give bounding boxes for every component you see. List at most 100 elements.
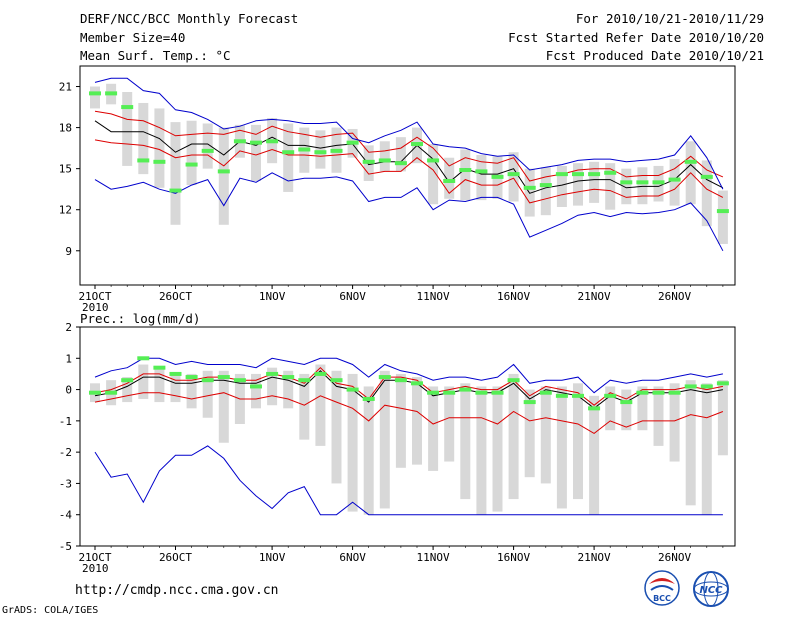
observed-marker <box>475 169 488 174</box>
spread-box <box>460 149 471 201</box>
series-line-ensemble-mean <box>94 370 723 409</box>
forecast-produced-date: Fcst Produced Date 2010/10/21 <box>545 48 764 63</box>
observed-marker <box>572 393 584 398</box>
spread-box <box>154 108 165 188</box>
observed-marker <box>346 387 359 392</box>
spread-box <box>90 86 100 109</box>
spread-box <box>202 370 213 418</box>
observed-marker <box>362 159 375 164</box>
source-url[interactable]: http://cmdp.ncc.cma.gov.cn <box>75 583 279 598</box>
observed-marker <box>555 172 568 177</box>
observed-marker <box>153 159 166 164</box>
spread-box <box>251 124 261 181</box>
observed-marker <box>523 185 536 190</box>
spread-box <box>186 120 197 186</box>
observed-marker <box>217 169 230 174</box>
spread-box <box>379 141 390 172</box>
observed-marker <box>491 390 504 395</box>
spread-box <box>524 389 535 478</box>
observed-marker <box>266 371 279 376</box>
spread-box <box>573 163 583 206</box>
variable-label: Mean Surf. Temp.: °C <box>80 48 231 63</box>
spread-box <box>122 377 133 403</box>
series-line-max <box>94 357 723 394</box>
grads-credit: GrADS: COLA/IGES <box>2 605 99 616</box>
spread-box <box>605 386 616 431</box>
observed-marker <box>201 378 214 383</box>
plot-frame <box>79 326 736 547</box>
series-line-max <box>94 77 724 190</box>
series-line-upper-range <box>94 367 723 406</box>
series-line-lower-range <box>94 392 724 435</box>
observed-marker <box>588 406 601 411</box>
ncc-logo: NCC <box>690 570 732 608</box>
spread-box <box>653 386 664 446</box>
observed-marker <box>298 147 311 152</box>
observed-marker <box>523 400 536 405</box>
observed-marker <box>394 161 407 166</box>
observed-marker <box>604 170 617 175</box>
x-tick-label: 11NOV <box>417 290 450 303</box>
observed-marker <box>250 384 262 389</box>
y-tick-label: 1 <box>65 352 72 365</box>
year-label: 2010 <box>82 301 109 314</box>
observed-marker <box>636 180 649 185</box>
observed-marker <box>282 375 295 380</box>
spread-box <box>669 159 680 206</box>
observed-marker <box>652 390 665 395</box>
spread-box <box>154 367 165 403</box>
svg-text:BCC: BCC <box>653 594 671 603</box>
chart-panel-1: 9 12 15 18 21 21OCT 26OCT 1NOV 6NOV 11NOV 16NOV 21N… <box>59 65 736 314</box>
spread-box <box>428 386 439 471</box>
y-tick-label: 0 <box>65 384 72 397</box>
observed-marker <box>346 140 359 145</box>
observed-marker <box>185 375 198 380</box>
series-line-min <box>94 172 724 252</box>
x-tick-label: 26NOV <box>658 290 691 303</box>
svg-text:NCC: NCC <box>699 585 723 596</box>
x-tick-label: 16NOV <box>497 290 530 303</box>
spread-box <box>428 144 439 205</box>
x-tick-label: 21NOV <box>578 290 611 303</box>
chart-panel-2: -5 -4 -3 -2 -1 0 1 2 21OCT 26OCT 1NOV 6NOV 11NOV 16NO… <box>59 311 736 575</box>
spread-box <box>589 161 600 203</box>
observed-marker <box>362 396 375 401</box>
observed-marker <box>539 183 552 188</box>
observed-marker <box>298 378 311 383</box>
x-tick-label: 1NOV <box>259 290 286 303</box>
observed-marker <box>539 390 552 395</box>
observed-marker <box>700 384 713 389</box>
observed-marker <box>121 378 134 383</box>
observed-marker <box>314 371 327 376</box>
observed-marker <box>443 178 456 183</box>
y-tick-label: 15 <box>59 163 72 176</box>
spread-box <box>476 154 487 201</box>
observed-marker <box>475 390 488 395</box>
spread-box <box>315 130 326 169</box>
observed-marker <box>507 172 520 177</box>
spread-box <box>315 364 326 446</box>
observed-marker <box>169 371 182 376</box>
x-tick-label: 26NOV <box>658 551 691 564</box>
spread-box <box>476 386 487 515</box>
observed-marker <box>411 142 423 147</box>
observed-marker <box>378 375 391 380</box>
observed-marker <box>507 378 520 383</box>
spread-box <box>556 165 567 207</box>
observed-marker <box>137 158 150 163</box>
observed-marker <box>233 378 246 383</box>
observed-marker <box>282 150 295 155</box>
spread-box <box>556 386 567 509</box>
observed-marker <box>121 105 134 110</box>
spread-box <box>138 102 149 175</box>
y-tick-label: 9 <box>65 245 72 258</box>
spread-box <box>299 373 310 440</box>
spread-box <box>395 137 406 172</box>
y-tick-label: -2 <box>59 446 72 459</box>
observed-marker <box>620 400 633 405</box>
observed-marker <box>250 140 262 145</box>
observed-marker <box>684 384 697 389</box>
observed-marker <box>620 180 633 185</box>
spread-box <box>540 167 551 216</box>
x-tick-label: 26OCT <box>159 290 192 303</box>
